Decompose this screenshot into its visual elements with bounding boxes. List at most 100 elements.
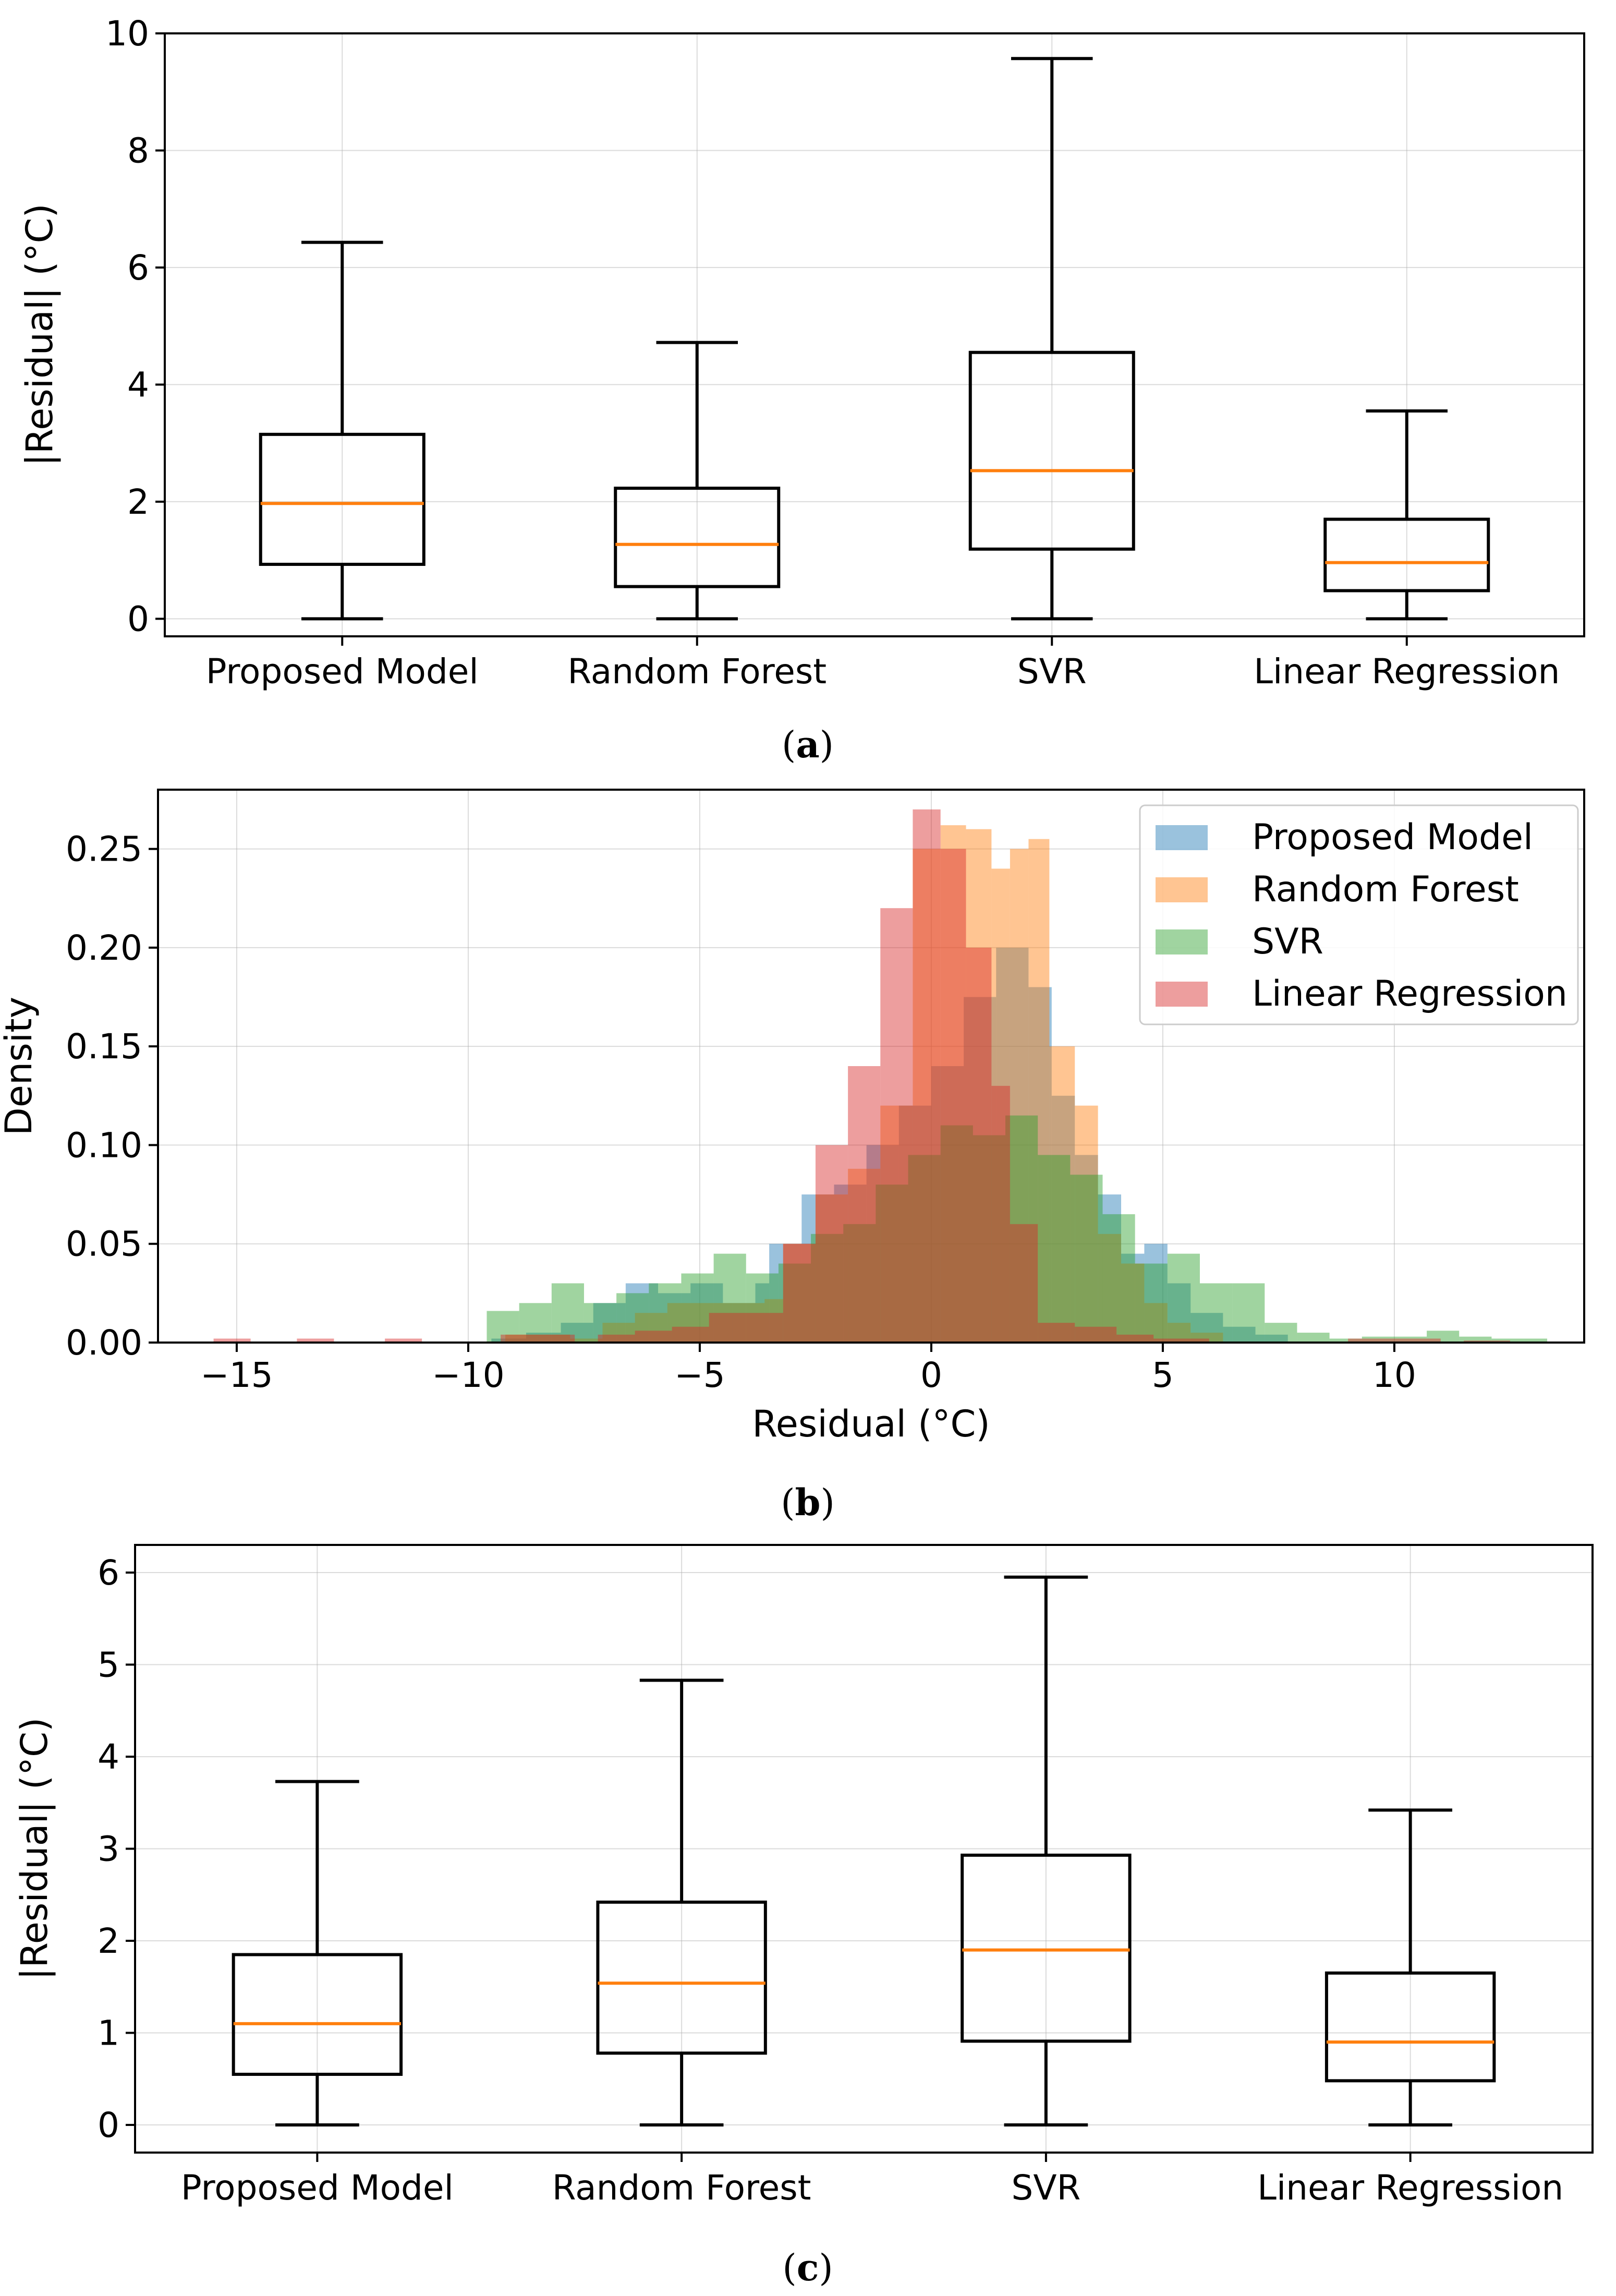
histogram-bar [940, 825, 966, 1343]
legend: Proposed Model Random Forest SVR Linear Reg… [1139, 804, 1579, 1025]
panel-letter: c [797, 2246, 819, 2289]
panel-b-histogram: 0.00 0.05 0.10 0.15 0.20 0.25 −15 −10 −5 0 5 10 Resi… [0, 789, 1585, 1524]
series-proposed-model [491, 947, 1288, 1343]
y-tick-label: 0.10 [66, 1125, 142, 1165]
histogram-bar [898, 1105, 931, 1343]
plot-frame [157, 789, 1585, 1344]
histogram-bar [1348, 1338, 1441, 1343]
x-tick-label: SVR [1017, 651, 1087, 692]
y-axis-label: |Residual| (°C) [18, 203, 61, 466]
histogram-bar [1010, 849, 1029, 1343]
histogram-bar [658, 1293, 691, 1343]
histogram-bar [598, 1334, 635, 1343]
histogram-bar [801, 1194, 834, 1343]
histogram-bar [551, 1283, 584, 1343]
histogram-bar [1394, 1336, 1427, 1343]
histogram-bar [1038, 1323, 1075, 1343]
histogram-bar [1167, 1283, 1191, 1343]
histogram-bar [505, 1334, 538, 1343]
histogram-bar [973, 1135, 1006, 1343]
iqr-box [596, 1900, 767, 2055]
histogram-bar [519, 1303, 552, 1343]
legend-swatch [1156, 825, 1208, 850]
histogram-bar [1121, 1253, 1145, 1343]
panel-caption: (a) [782, 723, 834, 766]
y-tick-label: 0.20 [66, 928, 142, 968]
histogram-bar [913, 849, 941, 1343]
histogram-bar [764, 1299, 783, 1343]
y-tick-label: 5 [98, 1645, 119, 1685]
histogram-bar [1190, 1313, 1223, 1343]
iqr-box [1325, 1971, 1496, 2083]
iqr-box [232, 1953, 403, 2076]
x-tick-label: Linear Regression [1254, 651, 1560, 692]
histogram-bar [1232, 1283, 1265, 1343]
series-svr [487, 1115, 1547, 1343]
x-tick-label: Proposed Model [206, 651, 479, 692]
histogram-bar [746, 1273, 779, 1343]
histogram-bar [672, 1326, 709, 1343]
y-axis-label: Density [0, 997, 40, 1135]
histogram-bar [297, 1338, 334, 1343]
histogram-bar [783, 1243, 816, 1343]
histogram-bar [1098, 1234, 1122, 1343]
y-tick-label: 0.00 [66, 1323, 142, 1363]
histogram-bar [1028, 987, 1052, 1343]
histogram-bar [1144, 1303, 1168, 1343]
legend-label: SVR [1252, 921, 1323, 962]
histogram-bar [991, 868, 1010, 1343]
histogram-bar [1153, 1338, 1209, 1343]
x-tick-label: Proposed Model [181, 2168, 454, 2208]
histogram-bar [880, 1105, 913, 1343]
histogram-bar [561, 1323, 593, 1343]
histogram-bar [964, 997, 997, 1343]
y-tick-label: 0.05 [66, 1224, 142, 1264]
histogram-bar [1075, 1326, 1117, 1343]
histogram-bar [1199, 1283, 1233, 1343]
iqr-box [614, 487, 781, 588]
histogram-bar [538, 1334, 570, 1343]
legend-swatch [1156, 929, 1208, 954]
panel-letter: b [795, 1481, 821, 1524]
histogram-bar [1491, 1338, 1524, 1343]
x-tick-label: Linear Regression [1257, 2168, 1563, 2208]
histogram-bar [526, 1333, 561, 1343]
histogram-bar [1135, 1263, 1168, 1343]
y-tick-label: 2 [127, 482, 149, 522]
y-tick-label: 0 [98, 2105, 119, 2145]
histogram-bar [723, 1303, 756, 1343]
y-tick-label: 10 [105, 14, 149, 54]
histogram-bar [699, 1303, 733, 1343]
plot-frame [164, 32, 1585, 637]
x-axis-label: Residual (°C) [752, 1403, 990, 1445]
series-linear-regression [213, 809, 1510, 1343]
histogram-bar [681, 1273, 714, 1343]
histogram-bar [1010, 1224, 1038, 1343]
iqr-box [259, 432, 426, 566]
legend-label: Random Forest [1252, 869, 1519, 910]
histogram-bar [991, 1085, 1010, 1343]
histogram-bar [966, 947, 992, 1343]
y-tick-label: 8 [127, 130, 149, 171]
histogram-bar [843, 1224, 876, 1343]
y-tick-label: 4 [98, 1737, 119, 1777]
histogram-bar [635, 1313, 667, 1343]
histogram-bar [778, 1263, 811, 1343]
histogram-bar [1051, 1095, 1075, 1343]
histogram-bar [487, 1311, 519, 1343]
histogram-bar [635, 1331, 672, 1343]
y-tick-label: 6 [127, 248, 149, 288]
histogram-bar [584, 1303, 617, 1343]
histogram-bar [1167, 1323, 1191, 1343]
panel-letter: a [796, 723, 819, 766]
iqr-box [1323, 517, 1490, 593]
histogram-bar [732, 1303, 765, 1343]
histogram-bar [783, 1243, 816, 1343]
histogram-bar [1167, 1253, 1200, 1343]
histogram-bar [667, 1303, 700, 1343]
histogram-bar [996, 947, 1029, 1343]
y-axis-label: |Residual| (°C) [13, 1718, 56, 1980]
histogram-bar [1038, 1155, 1071, 1343]
histogram-bar [501, 1334, 538, 1343]
histogram-bar [1028, 839, 1050, 1343]
